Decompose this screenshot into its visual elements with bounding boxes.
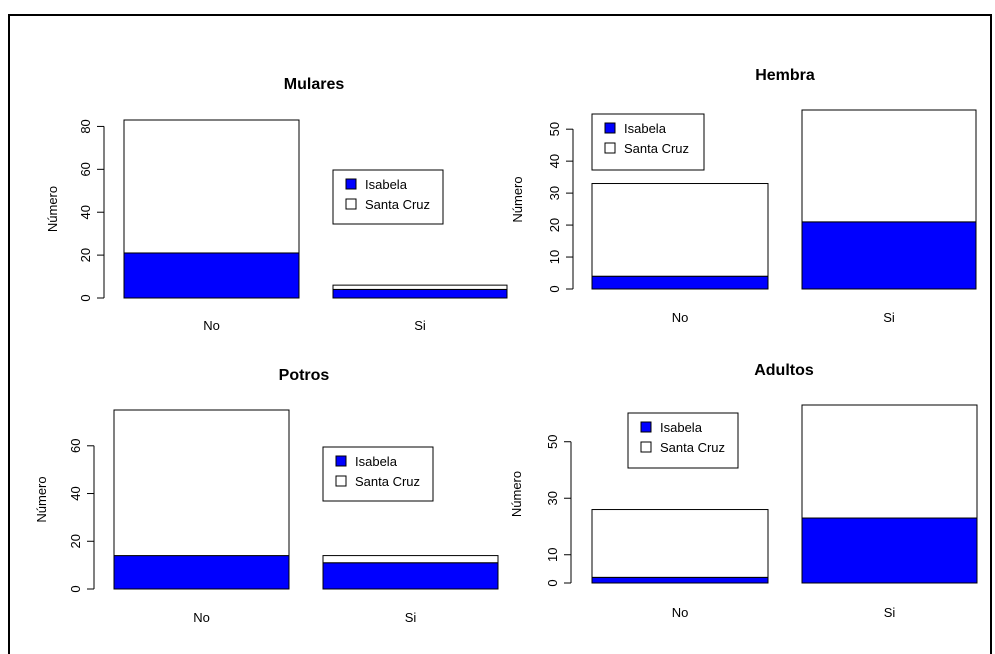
legend: Isabela Santa Cruz [591,113,705,171]
x-category-label: No [672,310,689,325]
y-tick-label: 60 [68,439,83,453]
bar-santa-cruz-si [801,404,978,519]
x-category-label: No [203,318,220,333]
legend-label: Santa Cruz [660,440,725,455]
bar-isabela-no [113,555,290,590]
bar-isabela-si [801,517,978,584]
bar-isabela-si [332,288,508,299]
y-axis-label: Número [509,471,524,517]
bar-santa-cruz-no [123,119,300,254]
y-tick-label: 0 [78,294,93,301]
x-category-label: No [672,605,689,620]
x-category-label: Si [884,605,896,620]
legend: Isabela Santa Cruz [332,169,444,225]
bar-santa-cruz-si [332,284,508,290]
y-tick-label: 60 [78,162,93,176]
x-category-label: Si [883,310,895,325]
legend-swatch [345,198,357,210]
y-tick-label: 80 [78,119,93,133]
y-axis-label: Número [34,476,49,522]
y-tick-label: 40 [78,205,93,219]
legend-swatch [640,441,652,453]
bar-isabela-no [123,252,300,299]
bar-santa-cruz-si [322,555,499,564]
x-category-label: Si [414,318,426,333]
chart-title: Potros [279,367,330,384]
legend-label: Santa Cruz [355,474,420,489]
legend-swatch [345,178,357,190]
bar-santa-cruz-si [801,109,977,223]
y-tick-label: 40 [68,486,83,500]
bar-isabela-si [801,221,977,290]
chart-panel-potros: Potros 0 20 40 60 Número No Si Isabela Santa Cruz [34,367,499,624]
bar-isabela-no [591,576,769,584]
y-tick-label: 10 [545,548,560,562]
y-axis-label: Número [45,186,60,232]
bar-santa-cruz-no [113,409,290,557]
y-axis-label: Número [510,176,525,222]
chart-panel-mulares: Mulares 0 20 40 60 80 Número No Si Isabela Santa C… [45,76,508,333]
legend-label: Santa Cruz [624,141,689,156]
y-tick-label: 20 [68,534,83,548]
legend-swatch [604,142,616,154]
legend-swatch [604,122,616,134]
legend-label: Isabela [660,420,703,435]
legend-box [332,169,444,225]
bar-isabela-si [322,562,499,590]
x-category-label: No [193,610,210,624]
chart-title: Adultos [754,362,814,379]
y-tick-label: 20 [78,248,93,262]
charts-figure: Mulares 0 20 40 60 80 Número No Si Isabela Santa C… [34,67,978,624]
bar-santa-cruz-no [591,183,769,277]
bar-santa-cruz-no [591,509,769,578]
legend-swatch [335,455,347,467]
legend-box [591,113,705,171]
y-tick-label: 30 [547,186,562,200]
legend-label: Isabela [624,121,667,136]
x-category-label: Si [405,610,417,624]
y-tick-label: 0 [68,585,83,592]
y-tick-label: 10 [547,250,562,264]
legend-swatch [335,475,347,487]
y-tick-label: 40 [547,154,562,168]
legend-label: Isabela [355,454,398,469]
figure-frame [8,14,992,654]
y-tick-label: 30 [545,491,560,505]
y-tick-label: 50 [545,434,560,448]
y-tick-label: 20 [547,218,562,232]
y-tick-label: 50 [547,122,562,136]
legend-label: Isabela [365,177,408,192]
legend-label: Santa Cruz [365,197,430,212]
chart-panel-adultos: Adultos 0 10 30 50 Número No Si Isabela Santa Cru… [509,362,978,620]
chart-title: Mulares [284,76,345,93]
y-tick-label: 0 [545,579,560,586]
legend: Isabela Santa Cruz [627,412,739,469]
chart-panel-hembra: Hembra 0 10 20 30 40 50 Número No Si Isabela Santa … [510,67,977,325]
chart-title: Hembra [755,67,815,84]
legend-swatch [640,421,652,433]
y-tick-label: 0 [547,285,562,292]
legend: Isabela Santa Cruz [322,446,434,502]
bar-isabela-no [591,275,769,290]
